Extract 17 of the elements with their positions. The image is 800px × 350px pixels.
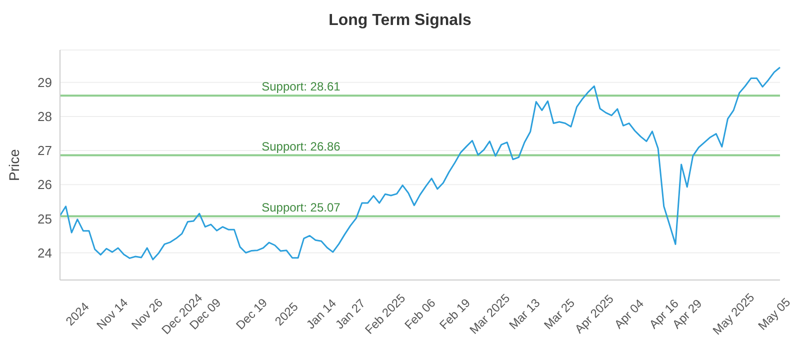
x-tick-label: Nov 14 bbox=[94, 295, 131, 332]
ref-line-label: Support: 28.61 bbox=[262, 80, 341, 94]
y-tick-label: 27 bbox=[38, 143, 52, 158]
x-tick-label: May 05 bbox=[755, 294, 794, 333]
y-tick-label: 28 bbox=[38, 109, 52, 124]
y-tick-label: 29 bbox=[38, 74, 52, 90]
y-tick-label: 26 bbox=[38, 177, 52, 192]
line-series bbox=[59, 66, 781, 260]
y-tick-label: 25 bbox=[38, 211, 52, 226]
y-axis-title: Price bbox=[6, 148, 22, 181]
x-tick-label: Dec 19 bbox=[233, 295, 270, 332]
x-tick-label: Mar 25 bbox=[541, 296, 578, 332]
ref-line-label: Support: 25.07 bbox=[262, 200, 341, 214]
x-tick-label: Apr 04 bbox=[612, 296, 647, 332]
ref-line-label: Support: 26.86 bbox=[262, 139, 341, 154]
chart-title: Long Term Signals bbox=[328, 11, 472, 31]
y-tick-label: 24 bbox=[38, 245, 52, 260]
